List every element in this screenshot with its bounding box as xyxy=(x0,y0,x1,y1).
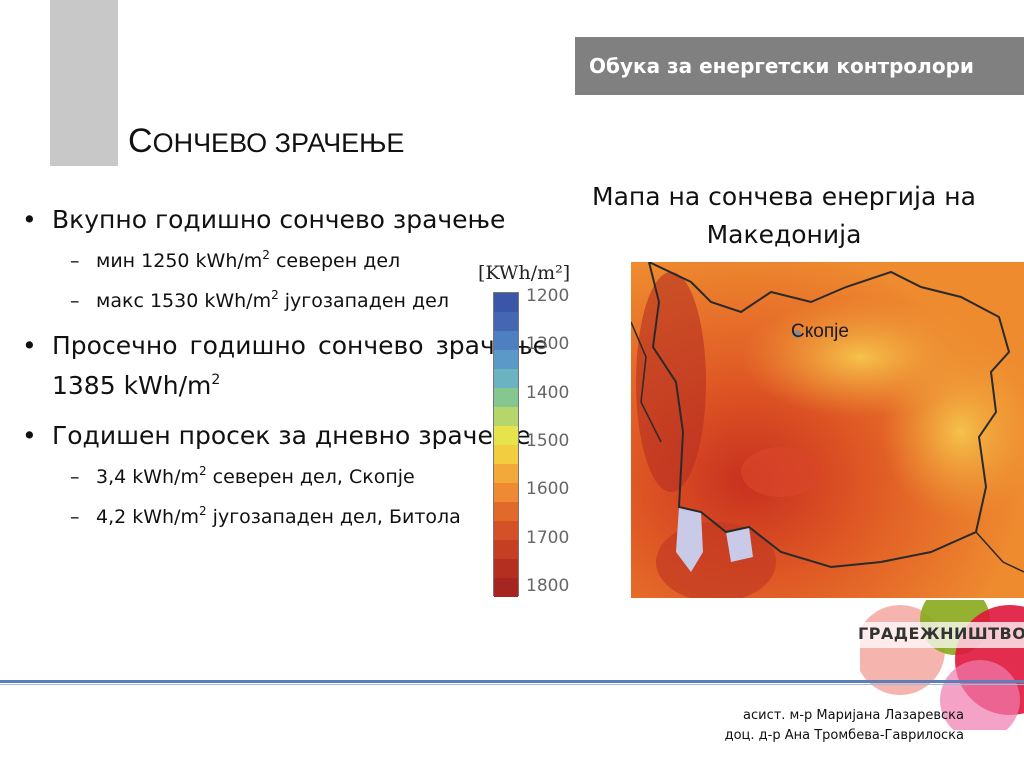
sub-bullet-bitola: 4,2 kWh/m2 југозападен дел, Битола xyxy=(18,502,548,534)
sub-bullet-min: мин 1250 kWh/m2 северен дел xyxy=(18,246,548,278)
map-red-center xyxy=(741,447,821,497)
bullet-average-text: Просечно годишно сончево зрачење 1385 kW… xyxy=(52,331,548,400)
legend-segment xyxy=(494,350,518,369)
slide-title-rest: ОНЧЕВО ЗРАЧЕЊЕ xyxy=(152,128,405,158)
superscript: 2 xyxy=(199,504,207,518)
bullet-daily: Годишен просек за дневно зрачење xyxy=(18,416,548,456)
author-1: асист. м-р Маријана Лазаревска xyxy=(743,708,964,723)
legend-segment xyxy=(494,578,518,597)
legend-unit-label: [KWh/m²] xyxy=(478,262,571,284)
bullet-list: Вкупно годишно сончево зрачење мин 1250 … xyxy=(18,200,548,542)
country-border xyxy=(647,262,1011,569)
legend-segment xyxy=(494,407,518,426)
map-red-west xyxy=(636,272,706,492)
bullet-annual-total-text: Вкупно годишно сончево зрачење xyxy=(52,205,506,234)
legend-segment xyxy=(494,502,518,521)
legend-segment xyxy=(494,426,518,445)
legend-tick-label: 1200 xyxy=(526,286,570,306)
legend-segment xyxy=(494,293,518,312)
legend-tick-label: 1400 xyxy=(526,382,570,403)
logo-circle-magenta xyxy=(940,660,1020,730)
skopje-marker xyxy=(793,330,801,338)
sub-bullet-skopje-region: северен дел, Скопје xyxy=(206,466,415,488)
legend-segment xyxy=(494,521,518,540)
sub-bullet-min-region: северен дел xyxy=(269,250,401,272)
legend-tick-label: 1800 xyxy=(526,576,570,596)
legend-segment xyxy=(494,445,518,464)
legend-segment xyxy=(494,388,518,407)
sub-bullet-max-region: југозападен дел xyxy=(278,290,449,312)
slide-title-initial: С xyxy=(128,122,153,160)
bullet-daily-text: Годишен просек за дневно зрачење xyxy=(52,421,531,450)
sub-bullet-max-text: макс 1530 kWh/m xyxy=(96,290,272,312)
legend-segment xyxy=(494,559,518,578)
map-yellow-east xyxy=(881,342,1024,522)
footer-divider-thin xyxy=(0,684,1024,685)
bullet-annual-total: Вкупно годишно сончево зрачење xyxy=(18,200,548,240)
sub-bullet-skopje: 3,4 kWh/m2 северен дел, Скопје xyxy=(18,462,548,494)
superscript: 2 xyxy=(199,464,207,478)
footer-authors: асист. м-р Маријана Лазаревска доц. д-р … xyxy=(725,706,964,746)
title-accent-bar xyxy=(50,0,118,166)
map-caption: Мапа на сончева енергија на Македонија xyxy=(592,182,976,249)
legend-tick-label: 1500 xyxy=(526,431,570,451)
legend-segment xyxy=(494,312,518,331)
bullet-average: Просечно годишно сончево зрачење 1385 kW… xyxy=(18,326,548,410)
author-2: доц. д-р Ана Тромбева-Гаврилоска xyxy=(724,728,964,743)
legend-segment xyxy=(494,483,518,502)
city-label-skopje: Скопје xyxy=(791,321,849,342)
sub-bullet-max: макс 1530 kWh/m2 југозападен дел xyxy=(18,286,548,318)
legend-color-bar xyxy=(493,292,519,597)
header-banner: Обука за енергетски контролори xyxy=(575,37,1024,95)
legend-tick-label: 1700 xyxy=(526,527,570,548)
legend-segment xyxy=(494,331,518,350)
lake-ohrid xyxy=(676,507,703,572)
neighbor-border-west xyxy=(631,321,662,443)
legend-segment xyxy=(494,464,518,483)
header-title: Обука за енергетски контролори xyxy=(589,54,974,78)
sub-bullet-min-text: мин 1250 kWh/m xyxy=(96,250,263,272)
legend-segment xyxy=(494,540,518,559)
logo-text-band xyxy=(860,622,1024,648)
lake-prespa xyxy=(726,527,753,562)
logo-text: ГРАДЕЖНИШТВО xyxy=(858,624,1024,643)
superscript: 2 xyxy=(262,248,270,262)
superscript: 2 xyxy=(211,372,221,388)
legend-segment xyxy=(494,369,518,388)
legend-tick-label: 1600 xyxy=(526,479,570,500)
sub-bullet-bitola-region: југозападен дел, Битола xyxy=(206,506,461,528)
legend-tick-label: 1300 xyxy=(526,334,570,355)
footer-divider xyxy=(0,680,1024,683)
sub-bullet-skopje-text: 3,4 kWh/m xyxy=(96,466,199,488)
superscript: 2 xyxy=(271,288,279,302)
sub-bullet-bitola-text: 4,2 kWh/m xyxy=(96,506,199,528)
solar-radiation-map: Скопје xyxy=(631,262,1024,598)
neighbor-border-southeast xyxy=(975,531,1024,573)
slide-title: СОНЧЕВО ЗРАЧЕЊЕ xyxy=(128,122,404,161)
faculty-logo xyxy=(860,600,1024,730)
